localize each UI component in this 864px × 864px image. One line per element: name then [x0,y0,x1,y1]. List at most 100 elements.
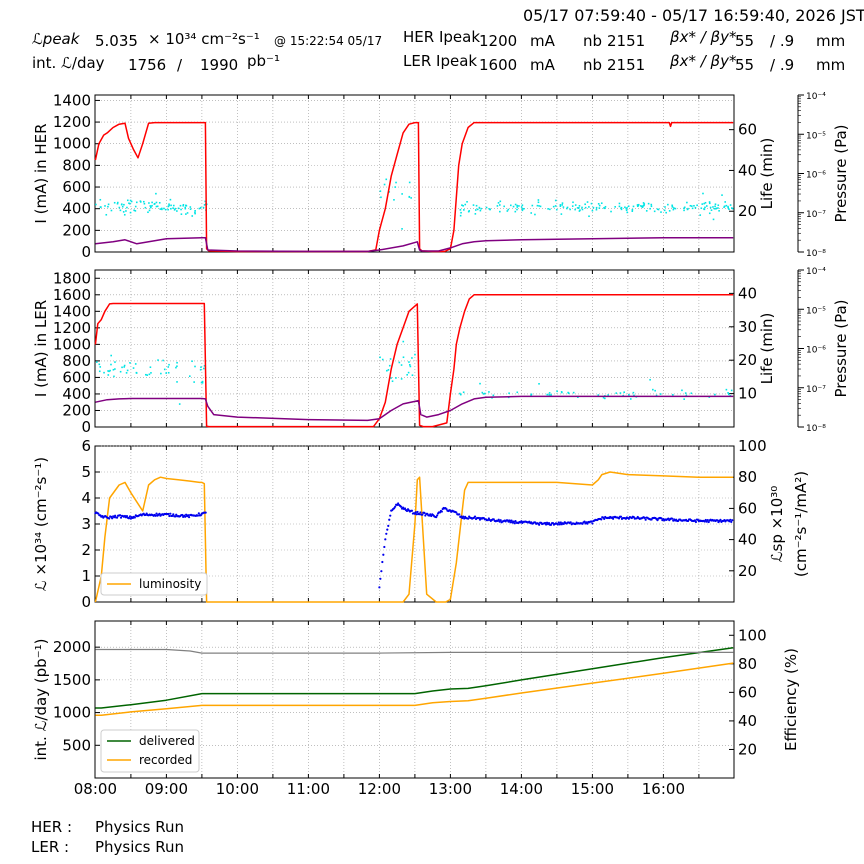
life-point [176,361,178,364]
life-point [408,196,411,198]
specific-lumi-point [513,522,516,525]
life-point [560,213,563,215]
life-point [388,364,391,367]
life-point [538,205,540,207]
life-point [459,209,462,211]
life-point [157,359,159,361]
life-point [619,392,622,394]
series-line-current [94,294,734,428]
y-tick-label-right: 20 [738,740,757,758]
time-range: 05/17 07:59:40 - 05/17 16:59:40, 2026 JS… [523,6,864,25]
specific-lumi-point [477,516,481,520]
specific-lumi-point [551,521,555,525]
life-point [160,207,163,210]
life-point [476,208,479,211]
life-point [556,390,558,393]
y-tick-label-right: 100 [738,626,767,644]
life-point [727,392,729,394]
ler-ipeak-value: 1600 [479,56,518,74]
specific-lumi-point [405,509,409,513]
life-point [547,208,549,210]
life-point [660,211,662,213]
life-point [649,378,651,381]
specific-lumi-point [671,517,674,520]
life-point [705,205,708,207]
pressure-tick-label: 10⁻⁴ [806,267,826,277]
specific-lumi-point [458,513,461,516]
life-point [398,361,401,364]
life-point [568,392,570,395]
footer-her-status: Physics Run [95,818,185,836]
x-tick-label: 11:00 [287,780,330,798]
life-point [129,202,131,205]
life-point [555,208,558,211]
life-point [184,206,186,209]
life-point [379,356,381,359]
x-tick-label: 14:00 [500,780,543,798]
life-point [180,208,182,211]
life-point [395,377,397,379]
footer-ler-status: Physics Run [95,838,185,856]
life-point [98,370,101,373]
life-point [548,394,550,396]
life-point [191,360,193,363]
life-point [163,368,166,371]
y-tick-label-left: 1200 [53,113,91,131]
life-point [603,207,606,210]
life-point [146,374,149,376]
pressure-tick-label: 10⁻⁶ [806,346,826,356]
life-point [572,391,575,394]
y-tick-label-left: 1600 [53,286,91,304]
life-point [647,202,650,205]
specific-lumi-point [520,520,523,523]
life-point [176,365,178,368]
life-point [204,200,206,203]
specific-lumi-point [716,519,719,522]
y-tick-label-right: 20 [738,202,757,220]
life-point [381,358,384,361]
specific-lumi-point [591,522,594,525]
life-point [546,393,549,396]
specific-lumi-point [388,518,391,521]
life-point [514,203,517,206]
life-point [134,363,137,365]
life-point [667,203,669,206]
life-point [581,208,584,211]
specific-lumi-point [644,518,647,521]
life-point [663,209,666,212]
life-point [125,210,127,212]
life-point [180,213,183,215]
y-tick-label-left: 1400 [53,91,91,109]
specific-lumi-point [415,513,418,516]
life-point [586,201,589,203]
x-tick-label: 13:00 [429,780,472,798]
life-point [161,208,163,211]
life-point [176,210,178,212]
specific-lumi-point [704,518,707,522]
specific-lumi-point [586,522,589,525]
life-point [168,204,170,207]
specific-lumi-point [719,518,722,521]
plot-frame-1 [94,269,735,428]
ler-beta-label: βx* / βy* [670,52,737,70]
life-point [672,393,674,396]
life-point [167,205,170,208]
life-point [178,403,181,405]
life-point [516,206,519,208]
specific-lumi-point [169,512,172,515]
life-point [566,206,569,209]
legend-label-luminosity: luminosity [139,577,201,591]
life-point [144,373,147,376]
y-axis-label-right: Life (min) [758,313,776,385]
specific-lumi-point [168,514,171,518]
specific-lumi-point [399,505,403,508]
specific-lumi-point [125,515,129,518]
life-point [588,206,590,208]
life-point [198,207,201,210]
pressure-tick-label: 10⁻⁴ [806,92,826,102]
life-point [618,202,621,205]
specific-lumi-point [559,521,562,524]
specific-lumi-point [381,560,384,564]
life-point [479,382,481,385]
life-point [129,362,131,364]
